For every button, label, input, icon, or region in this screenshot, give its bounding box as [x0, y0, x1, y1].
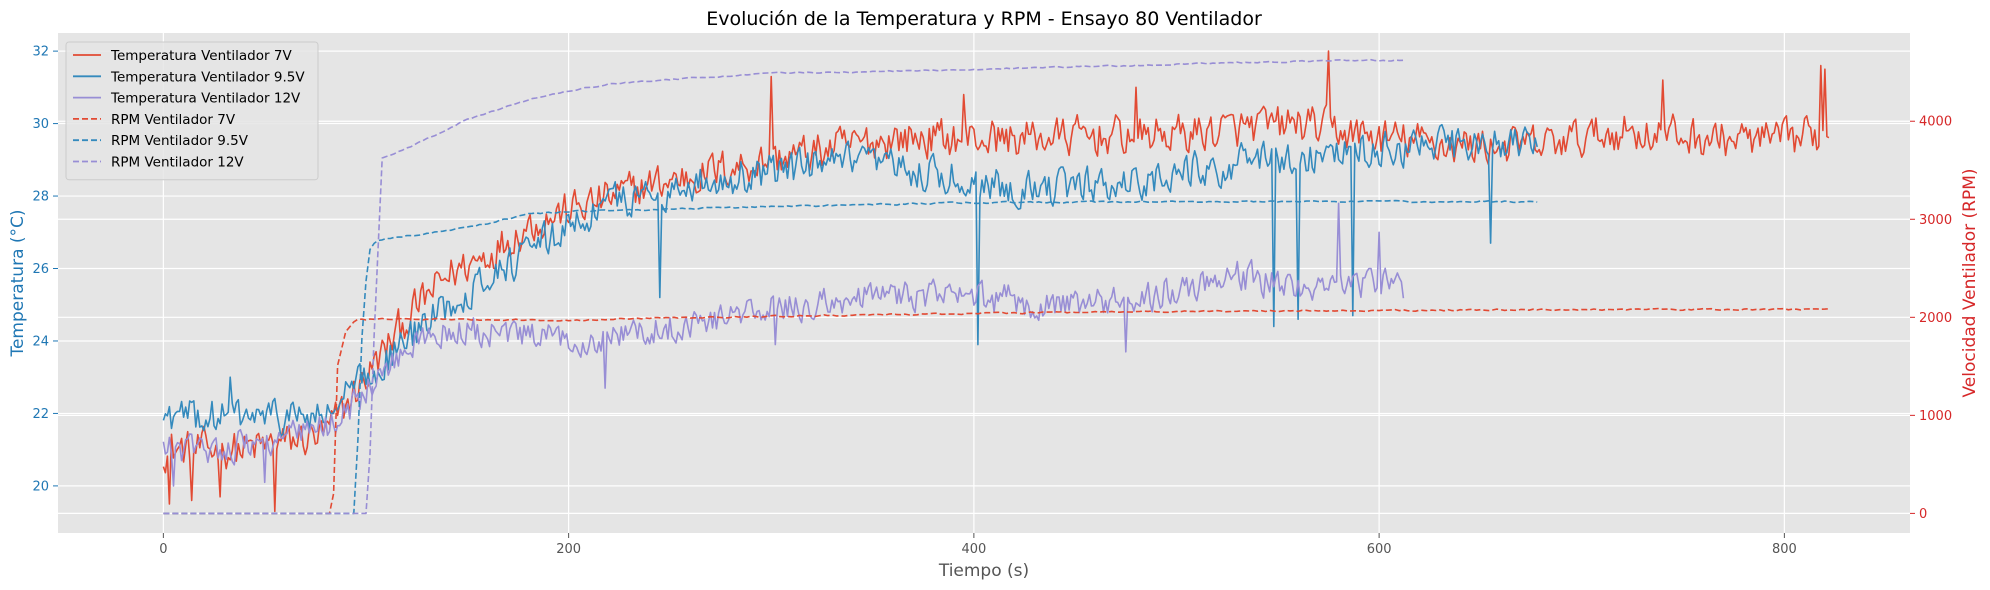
legend-label: Temperatura Ventilador 9.5V [110, 69, 305, 85]
legend-label: Temperatura Ventilador 12V [110, 91, 301, 107]
grid [58, 33, 1910, 533]
y-left-tick-label: 32 [32, 45, 49, 60]
plot-background [58, 33, 1910, 533]
series-line [163, 307, 1829, 515]
legend-label: RPM Ventilador 9.5V [111, 133, 249, 149]
axes: 0 200 400 600 800 20 22 24 26 28 30 32 0 1000 2000 3000… [32, 45, 1952, 557]
x-tick-label: 600 [1367, 542, 1392, 557]
series-line [162, 123, 1538, 437]
series-line [162, 50, 1830, 513]
legend: Temperatura Ventilador 7V Temperatura Ven… [65, 41, 319, 181]
y-right-tick-label: 4000 [1919, 115, 1952, 130]
y-left-tick-label: 22 [32, 407, 49, 422]
legend-label: RPM Ventilador 7V [111, 112, 236, 128]
y-right-tick-label: 3000 [1919, 213, 1952, 228]
y-right-tick-label: 2000 [1919, 311, 1952, 326]
y-right-tick-label: 1000 [1919, 409, 1952, 424]
y-right-axis-title: Velocidad Ventilador (RPM) [1960, 168, 1980, 397]
y-left-tick-label: 28 [32, 190, 49, 205]
y-left-tick-label: 20 [32, 479, 49, 494]
y-left-axis-title: Temperatura (°C) [8, 209, 28, 357]
x-axis-title: Tiempo (s) [938, 561, 1029, 581]
series-line [163, 199, 1538, 515]
x-tick-label: 800 [1772, 542, 1797, 557]
y-left-tick-label: 30 [32, 117, 49, 132]
chart-title: Evolución de la Temperatura y RPM - Ensa… [706, 8, 1262, 30]
legend-label: Temperatura Ventilador 7V [110, 48, 292, 64]
series-line [162, 202, 1405, 487]
y-left-tick-label: 24 [32, 334, 49, 349]
y-left-tick-label: 26 [32, 262, 49, 277]
series-group [162, 50, 1830, 515]
x-tick-label: 200 [556, 542, 581, 557]
x-tick-label: 400 [961, 542, 986, 557]
legend-box [65, 41, 319, 181]
legend-label: RPM Ventilador 12V [111, 155, 244, 171]
y-right-tick-label: 0 [1919, 507, 1927, 522]
x-tick-label: 0 [159, 542, 167, 557]
series-line [163, 58, 1404, 515]
